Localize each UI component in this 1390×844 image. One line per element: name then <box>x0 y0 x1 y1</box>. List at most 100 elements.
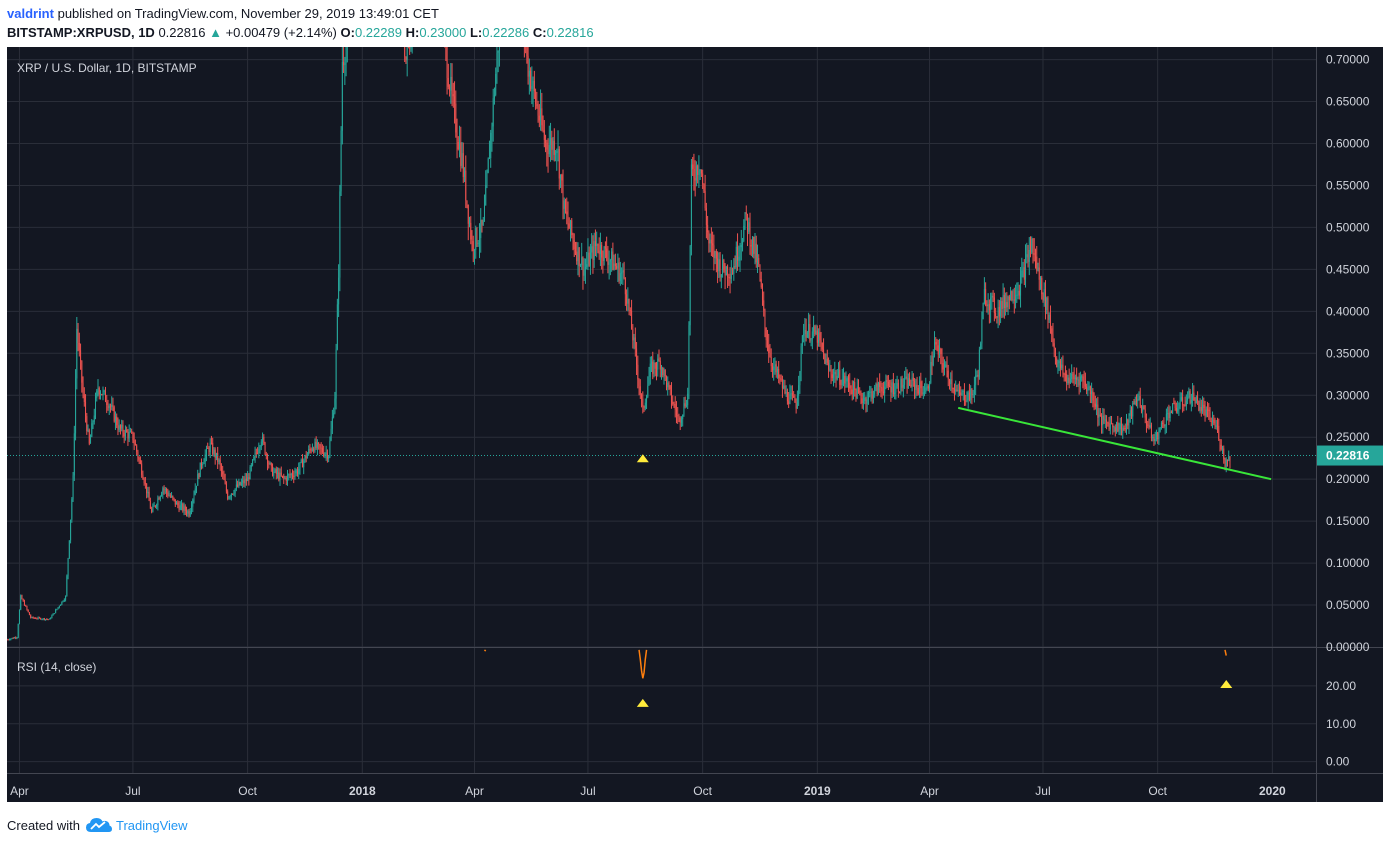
candle-body <box>892 382 894 394</box>
candle-body <box>153 505 155 507</box>
candle-body <box>279 472 281 480</box>
time-tick-label: Oct <box>1148 784 1167 798</box>
candle-body <box>880 386 882 388</box>
candle-body <box>915 384 917 390</box>
candle-body <box>1008 296 1010 301</box>
candle-body <box>759 264 761 280</box>
time-tick-label: Jul <box>580 784 595 798</box>
candle-body <box>728 277 730 279</box>
candle-body <box>1190 399 1192 403</box>
candle-body <box>1195 396 1197 404</box>
candle-body <box>137 451 139 458</box>
candle-body <box>52 613 54 616</box>
time-tick-label: Oct <box>238 784 257 798</box>
candle-body <box>815 330 817 335</box>
candle-body <box>131 431 133 433</box>
candle-body <box>720 274 722 278</box>
candle-body <box>288 474 290 476</box>
candle-body <box>26 606 28 610</box>
tradingview-brand-link[interactable]: TradingView <box>115 817 188 833</box>
candle-body <box>1031 238 1033 253</box>
candle-body <box>856 386 858 399</box>
candle-body <box>273 471 275 476</box>
candle-body <box>349 18 350 22</box>
candle-body <box>950 379 952 385</box>
candle-body <box>619 273 621 281</box>
time-tick-label: 2018 <box>349 784 376 798</box>
candle-body <box>1154 439 1156 441</box>
candle-body <box>663 370 665 376</box>
candle-body <box>669 385 671 390</box>
candle-body <box>937 345 939 355</box>
candle-body <box>325 452 327 454</box>
candle-body <box>154 505 156 507</box>
candle-body <box>697 165 699 175</box>
candle-body <box>638 379 640 387</box>
candle-body <box>258 448 260 454</box>
candle-body <box>108 405 110 409</box>
candle-body <box>189 510 191 516</box>
candle-body <box>972 394 974 396</box>
candle-body <box>1170 411 1172 413</box>
candle-body <box>61 601 63 605</box>
candle-body <box>477 242 479 244</box>
candle-body <box>305 455 307 459</box>
candle-body <box>174 499 176 505</box>
published-text: published on TradingView.com, November 2… <box>57 6 439 21</box>
candle-body <box>602 257 604 262</box>
candle-body <box>1044 289 1046 311</box>
candle-body <box>608 261 610 265</box>
candle-body <box>1212 419 1214 422</box>
candle-body <box>1038 267 1040 280</box>
candle-body <box>98 388 100 395</box>
candle-body <box>122 424 124 434</box>
candle-body <box>320 447 322 449</box>
candle-body <box>789 393 791 404</box>
candle-body <box>547 149 549 155</box>
candle-body <box>188 511 190 516</box>
candle-body <box>1071 373 1073 380</box>
candle-body <box>1185 400 1187 406</box>
candle-body <box>1123 427 1125 429</box>
candle-body <box>573 240 575 250</box>
candle-body <box>204 454 206 462</box>
candle-body <box>289 474 291 476</box>
candle-body <box>244 478 246 484</box>
candle-body <box>523 1 524 3</box>
candle-body <box>274 469 276 472</box>
candle-body <box>838 369 840 376</box>
candle-body <box>882 391 884 394</box>
candle-body <box>766 340 768 346</box>
candle-body <box>208 448 210 453</box>
candle-body <box>308 449 310 455</box>
candle-body <box>1022 267 1024 271</box>
candle-body <box>1057 363 1059 368</box>
candle-body <box>836 375 838 380</box>
candle-body <box>884 386 886 394</box>
candle-body <box>578 247 580 267</box>
candle-body <box>569 220 571 229</box>
candle-body <box>10 638 12 640</box>
candle-body <box>123 433 125 437</box>
candle-body <box>12 637 14 639</box>
candle-body <box>1128 415 1130 426</box>
candle-body <box>991 295 993 298</box>
candle-body <box>55 609 57 614</box>
trendline[interactable] <box>957 406 1272 481</box>
candle-body <box>799 371 801 386</box>
candle-body <box>357 0 358 6</box>
candle-body <box>224 479 226 484</box>
candle-body <box>800 346 802 372</box>
author-name[interactable]: valdrint <box>7 6 54 21</box>
candle-body <box>22 599 24 602</box>
candle-body <box>1197 396 1199 401</box>
candle-body <box>112 404 114 408</box>
candle-body <box>310 449 312 451</box>
candle-body <box>1074 377 1076 380</box>
candle-body <box>197 474 199 486</box>
candle-body <box>341 61 343 131</box>
candle-body <box>96 390 98 399</box>
candle-body <box>161 493 163 497</box>
candle-body <box>656 368 658 370</box>
